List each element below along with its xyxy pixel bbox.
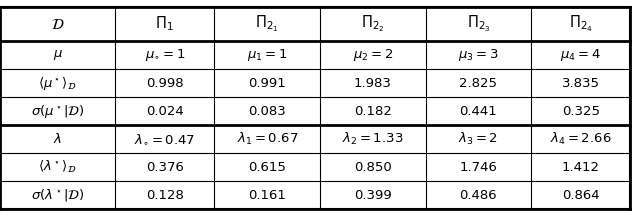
Text: $\mu$: $\mu$ <box>52 48 63 62</box>
Text: 0.325: 0.325 <box>562 105 600 118</box>
Text: $\mu_2 = 2$: $\mu_2 = 2$ <box>353 47 393 63</box>
Text: $\mu_3 = 3$: $\mu_3 = 3$ <box>458 47 499 63</box>
Text: $\Pi_{2_1}$: $\Pi_{2_1}$ <box>255 14 279 34</box>
Text: $\sigma(\lambda^\star|\mathcal{D})$: $\sigma(\lambda^\star|\mathcal{D})$ <box>31 187 84 203</box>
Text: 0.441: 0.441 <box>460 105 497 118</box>
Text: $\mu_1 = 1$: $\mu_1 = 1$ <box>247 47 287 63</box>
Text: $\sigma(\mu^\star|\mathcal{D})$: $\sigma(\mu^\star|\mathcal{D})$ <box>31 103 84 120</box>
Text: $\lambda_2 = 1.33$: $\lambda_2 = 1.33$ <box>342 131 403 147</box>
Text: 1.746: 1.746 <box>460 161 497 174</box>
Text: $\Pi_1$: $\Pi_1$ <box>156 15 174 33</box>
Text: 1.983: 1.983 <box>354 77 392 90</box>
Text: 0.399: 0.399 <box>354 189 392 202</box>
Text: 3.835: 3.835 <box>562 77 600 90</box>
Text: 0.864: 0.864 <box>562 189 600 202</box>
Text: 0.083: 0.083 <box>248 105 286 118</box>
Text: $\Pi_{2_3}$: $\Pi_{2_3}$ <box>467 14 490 34</box>
Text: $\mu_4 = 4$: $\mu_4 = 4$ <box>561 47 601 63</box>
Text: 0.376: 0.376 <box>146 161 184 174</box>
Text: $\Pi_{2_2}$: $\Pi_{2_2}$ <box>361 14 385 34</box>
Text: 0.991: 0.991 <box>248 77 286 90</box>
Text: $\mathcal{D}$: $\mathcal{D}$ <box>51 17 65 32</box>
Text: 0.128: 0.128 <box>146 189 184 202</box>
Text: 0.182: 0.182 <box>354 105 392 118</box>
Text: $\Pi_{2_4}$: $\Pi_{2_4}$ <box>569 14 593 34</box>
Text: 0.486: 0.486 <box>460 189 497 202</box>
Text: 2.825: 2.825 <box>460 77 497 90</box>
Text: $\langle\lambda^\star\rangle_{\mathcal{D}}$: $\langle\lambda^\star\rangle_{\mathcal{D… <box>38 159 77 175</box>
Text: 1.412: 1.412 <box>562 161 600 174</box>
Text: $\mu_{\circ} = 1$: $\mu_{\circ} = 1$ <box>145 47 185 63</box>
Text: 0.615: 0.615 <box>248 161 286 174</box>
Text: $\lambda_1 = 0.67$: $\lambda_1 = 0.67$ <box>237 131 298 147</box>
Text: 0.850: 0.850 <box>354 161 392 174</box>
Text: 0.998: 0.998 <box>146 77 184 90</box>
Text: 0.024: 0.024 <box>146 105 184 118</box>
Text: $\lambda_{\circ} = 0.47$: $\lambda_{\circ} = 0.47$ <box>134 133 195 146</box>
Text: $\lambda_4 = 2.66$: $\lambda_4 = 2.66$ <box>550 131 612 147</box>
Text: 0.161: 0.161 <box>248 189 286 202</box>
Text: $\lambda_3 = 2$: $\lambda_3 = 2$ <box>458 131 499 147</box>
Text: $\lambda$: $\lambda$ <box>53 132 62 146</box>
Text: $\langle\mu^\star\rangle_{\mathcal{D}}$: $\langle\mu^\star\rangle_{\mathcal{D}}$ <box>38 75 77 92</box>
